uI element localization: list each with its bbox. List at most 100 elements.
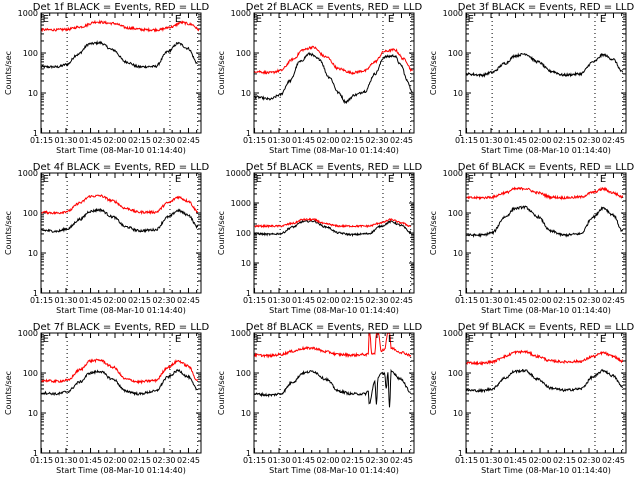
x-tick-label: 02:00 [528, 456, 551, 465]
x-tick-label: 02:45 [602, 296, 625, 305]
y-tick-label: 1 [33, 449, 38, 458]
x-tick-label: 01:45 [504, 456, 527, 465]
x-tick-label: 01:45 [79, 296, 102, 305]
event-marker: E [256, 174, 262, 185]
y-tick-label: 100 [23, 209, 38, 218]
series-line-events [465, 368, 624, 394]
x-tick-label: 02:30 [577, 456, 600, 465]
chart-title: Det 6f BLACK = Events, RED = LLD [458, 162, 635, 173]
y-tick-label: 1 [458, 289, 463, 298]
x-tick-label: 01:30 [479, 296, 502, 305]
chart-title: Det 5f BLACK = Events, RED = LLD [246, 162, 423, 173]
chart-panel-8: Det 8f BLACK = Events, RED = LLD 1 10 100 10… [217, 322, 422, 475]
y-axis-label: Counts/sec [429, 211, 438, 255]
x-axis-label: Start Time (08-Mar-10 01:14:40) [481, 466, 611, 475]
x-axis-label: Start Time (08-Mar-10 01:14:40) [56, 466, 186, 475]
series-line-events [465, 205, 624, 239]
y-tick-label: 100 [448, 49, 463, 58]
event-marker: E [256, 334, 262, 345]
x-tick-label: 01:45 [504, 136, 527, 145]
y-tick-label: 10 [28, 89, 38, 98]
x-axis-label: Start Time (08-Mar-10 01:14:40) [269, 306, 399, 315]
x-axis-label: Start Time (08-Mar-10 01:14:40) [56, 306, 186, 315]
x-tick-label: 02:00 [103, 136, 126, 145]
y-axis-label: Counts/sec [4, 51, 13, 95]
series-line-lld [253, 45, 413, 76]
y-tick-label: 10 [241, 89, 251, 98]
plot-frame [465, 172, 627, 294]
x-tick-label: 01:45 [292, 456, 315, 465]
event-marker: E [175, 14, 181, 25]
x-tick-label: 01:30 [54, 456, 77, 465]
y-axis-label: Counts/sec [4, 211, 13, 255]
event-marker: E [600, 174, 606, 185]
event-marker: E [388, 174, 394, 185]
x-tick-label: 02:15 [553, 456, 576, 465]
series-line-lld [465, 349, 624, 366]
chart-panel-4: Det 4f BLACK = Events, RED = LLD 1 10 100 10… [4, 162, 209, 315]
x-axis-label: Start Time (08-Mar-10 01:14:40) [269, 466, 399, 475]
x-tick-label: 02:15 [128, 456, 151, 465]
event-marker: E [468, 14, 474, 25]
y-axis-label: Counts/sec [429, 51, 438, 95]
y-tick-label: 1000 [443, 9, 463, 18]
y-axis-label: Counts/sec [217, 51, 226, 95]
x-tick-label: 02:00 [528, 136, 551, 145]
x-axis-label: Start Time (08-Mar-10 01:14:40) [269, 146, 399, 155]
plot-frame [40, 172, 202, 294]
x-tick-label: 02:15 [553, 136, 576, 145]
series-line-lld [40, 358, 199, 385]
y-tick-label: 1 [246, 449, 251, 458]
y-tick-label: 100 [448, 209, 463, 218]
series-line-lld [253, 217, 411, 229]
x-axis-label: Start Time (08-Mar-10 01:14:40) [481, 146, 611, 155]
x-tick-label: 02:45 [390, 456, 413, 465]
x-tick-label: 01:30 [479, 136, 502, 145]
event-marker: E [175, 334, 181, 345]
chart-title: Det 4f BLACK = Events, RED = LLD [33, 162, 210, 173]
x-tick-label: 02:15 [341, 456, 364, 465]
y-tick-label: 10000 [226, 169, 251, 178]
chart-panel-1: Det 1f BLACK = Events, RED = LLD 1 10 100 10… [4, 2, 209, 155]
y-tick-label: 10 [28, 409, 38, 418]
chart-title: Det 2f BLACK = Events, RED = LLD [246, 2, 423, 13]
x-tick-label: 01:45 [292, 136, 315, 145]
event-marker: E [600, 14, 606, 25]
series-line-lld [465, 186, 624, 201]
x-tick-label: 01:15 [30, 456, 53, 465]
x-tick-label: 02:30 [152, 456, 175, 465]
plot-frame [465, 12, 627, 134]
event-marker: E [43, 174, 49, 185]
y-axis-label: Counts/sec [217, 211, 226, 255]
chart-panel-9: Det 9f BLACK = Events, RED = LLD 1 10 100 10… [429, 322, 634, 475]
y-tick-label: 1 [33, 129, 38, 138]
chart-panel-2: Det 2f BLACK = Events, RED = LLD 1 10 100 10… [217, 2, 422, 155]
y-tick-label: 1000 [18, 9, 38, 18]
x-tick-label: 01:30 [267, 136, 290, 145]
chart-title: Det 7f BLACK = Events, RED = LLD [33, 322, 210, 333]
x-tick-label: 02:00 [103, 456, 126, 465]
x-tick-label: 01:45 [504, 296, 527, 305]
event-marker: E [468, 334, 474, 345]
y-tick-label: 1000 [443, 329, 463, 338]
x-tick-label: 01:30 [54, 296, 77, 305]
x-axis-label: Start Time (08-Mar-10 01:14:40) [56, 146, 186, 155]
y-tick-label: 1 [458, 129, 463, 138]
plot-frame [253, 12, 415, 134]
x-tick-label: 01:30 [54, 136, 77, 145]
y-tick-label: 100 [236, 49, 251, 58]
x-tick-label: 02:30 [365, 456, 388, 465]
chart-panel-3: Det 3f BLACK = Events, RED = LLD 1 10 100 10… [429, 2, 634, 155]
chart-panel-7: Det 7f BLACK = Events, RED = LLD 1 10 100 10… [4, 322, 209, 475]
y-tick-label: 100 [236, 229, 251, 238]
series-line-events [40, 39, 198, 70]
event-marker: E [43, 14, 49, 25]
x-tick-label: 02:00 [316, 296, 339, 305]
event-marker: E [175, 174, 181, 185]
chart-panel-5: Det 5f BLACK = Events, RED = LLD 1 10 100 10… [217, 162, 422, 315]
x-tick-label: 02:15 [553, 296, 576, 305]
y-tick-label: 1 [458, 449, 463, 458]
x-tick-label: 02:45 [602, 136, 625, 145]
x-tick-label: 02:00 [528, 296, 551, 305]
